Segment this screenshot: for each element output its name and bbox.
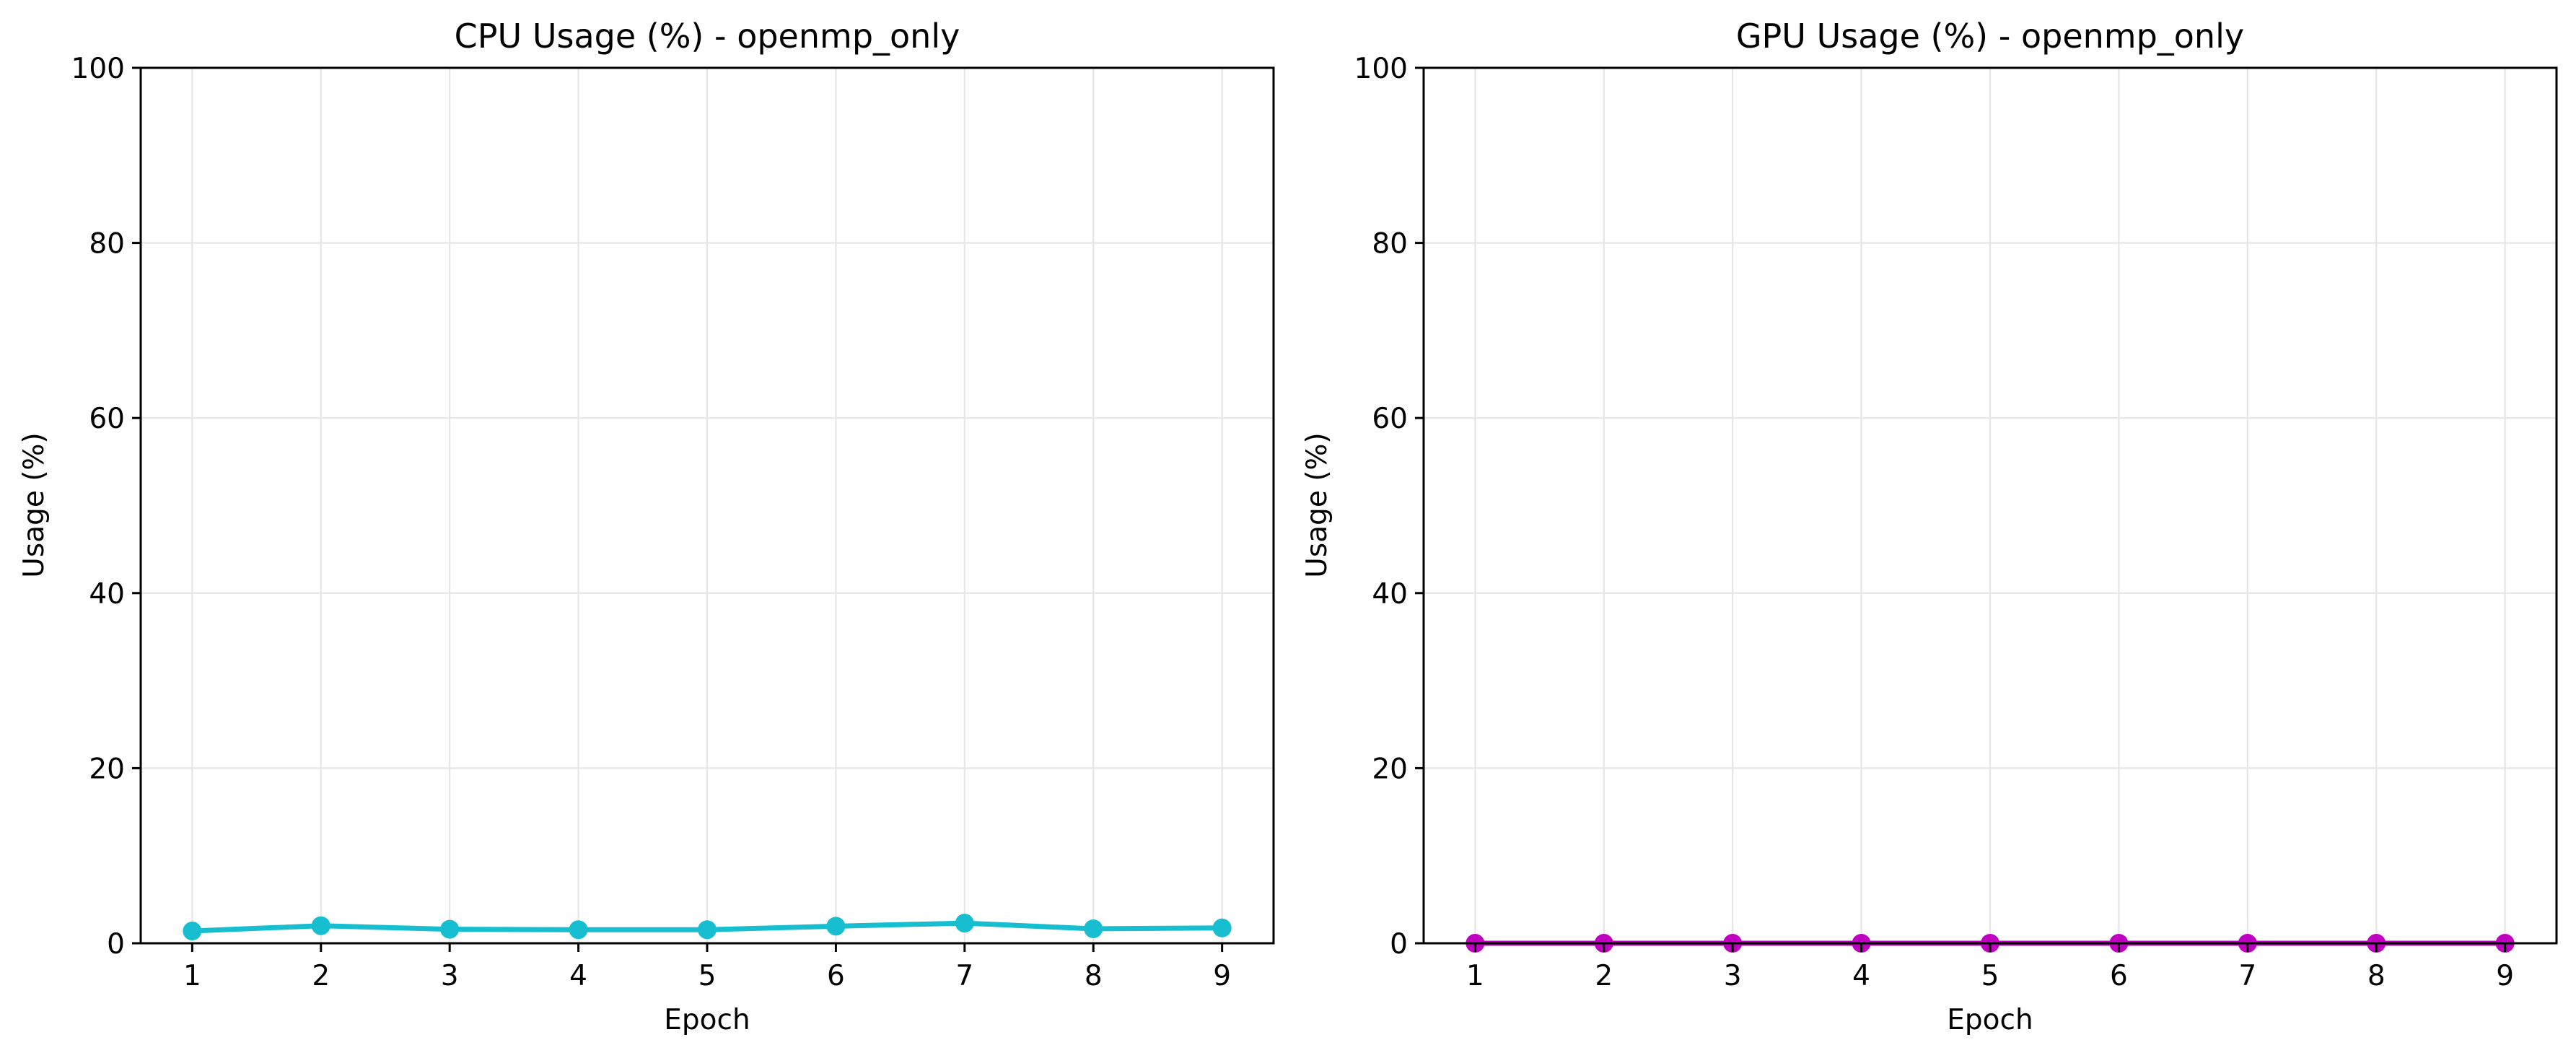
cpu-y-tick-label: 0 bbox=[107, 928, 125, 961]
cpu-data-point bbox=[698, 920, 717, 940]
cpu-grid bbox=[141, 66, 1274, 945]
gpu-x-axis-label: Epoch bbox=[1947, 1004, 2033, 1036]
gpu-y-tick-label: 40 bbox=[1372, 578, 1408, 611]
gpu-y-tick-label: 0 bbox=[1390, 928, 1408, 961]
cpu-y-tick-label: 100 bbox=[71, 53, 125, 85]
cpu-y-tick-label: 60 bbox=[89, 403, 125, 435]
gpu-y-tick-label: 80 bbox=[1372, 228, 1408, 261]
gpu-x-tick-label: 8 bbox=[2367, 960, 2386, 992]
cpu-data-point bbox=[311, 916, 330, 935]
gpu-y-axis-label: Usage (%) bbox=[1301, 432, 1333, 577]
cpu-x-tick-label: 8 bbox=[1085, 960, 1103, 992]
cpu-y-tick-label: 20 bbox=[89, 753, 125, 785]
gpu-y-tick-label: 100 bbox=[1354, 53, 1408, 85]
cpu-y-axis-label: Usage (%) bbox=[18, 432, 51, 577]
gpu-grid bbox=[1424, 66, 2557, 945]
cpu-x-tick-label: 7 bbox=[955, 960, 973, 992]
gpu-x-tick-label: 2 bbox=[1595, 960, 1613, 992]
cpu-data-point bbox=[1212, 918, 1232, 937]
gpu-x-tick-label: 1 bbox=[1466, 960, 1484, 992]
cpu-y-tick-label: 80 bbox=[89, 228, 125, 261]
cpu-x-tick-label: 2 bbox=[312, 960, 330, 992]
gpu-y-tick-label: 60 bbox=[1372, 403, 1408, 435]
gpu-x-tick-label: 6 bbox=[2110, 960, 2128, 992]
cpu-data-point bbox=[826, 917, 846, 936]
cpu-x-tick-label: 4 bbox=[569, 960, 587, 992]
gpu-ticks: 1 2 3 4 5 6 7 8 9 0 20 40 60 80 100 bbox=[1354, 53, 2515, 992]
cpu-x-tick-label: 6 bbox=[827, 960, 845, 992]
cpu-data-point bbox=[183, 922, 202, 941]
cpu-y-tick-label: 40 bbox=[89, 578, 125, 611]
cpu-series bbox=[183, 914, 1232, 941]
cpu-data-point bbox=[955, 914, 974, 933]
cpu-x-tick-label: 5 bbox=[698, 960, 717, 992]
cpu-chart-title: CPU Usage (%) - openmp_only bbox=[455, 17, 960, 56]
gpu-usage-chart: 1 2 3 4 5 6 7 8 9 0 20 40 60 80 100 GPU Usage (%) - op… bbox=[1301, 17, 2558, 1036]
cpu-usage-chart: 1 2 3 4 5 6 7 8 9 0 20 40 60 80 100 CPU Usage (%) - op… bbox=[18, 17, 1275, 1036]
cpu-data-point bbox=[1084, 919, 1103, 938]
gpu-y-tick-label: 20 bbox=[1372, 753, 1408, 785]
gpu-x-tick-label: 4 bbox=[1852, 960, 1870, 992]
cpu-x-tick-label: 3 bbox=[441, 960, 459, 992]
gpu-x-tick-label: 3 bbox=[1724, 960, 1742, 992]
cpu-x-axis-label: Epoch bbox=[664, 1004, 750, 1036]
cpu-data-point bbox=[569, 920, 588, 940]
gpu-x-tick-label: 5 bbox=[1981, 960, 1999, 992]
cpu-data-point bbox=[440, 919, 460, 939]
gpu-x-tick-label: 7 bbox=[2238, 960, 2256, 992]
gpu-chart-title: GPU Usage (%) - openmp_only bbox=[1736, 17, 2244, 56]
cpu-x-tick-label: 9 bbox=[1213, 960, 1231, 992]
cpu-x-tick-label: 1 bbox=[183, 960, 201, 992]
gpu-x-tick-label: 9 bbox=[2496, 960, 2514, 992]
cpu-ticks: 1 2 3 4 5 6 7 8 9 0 20 40 60 80 100 bbox=[71, 53, 1232, 992]
